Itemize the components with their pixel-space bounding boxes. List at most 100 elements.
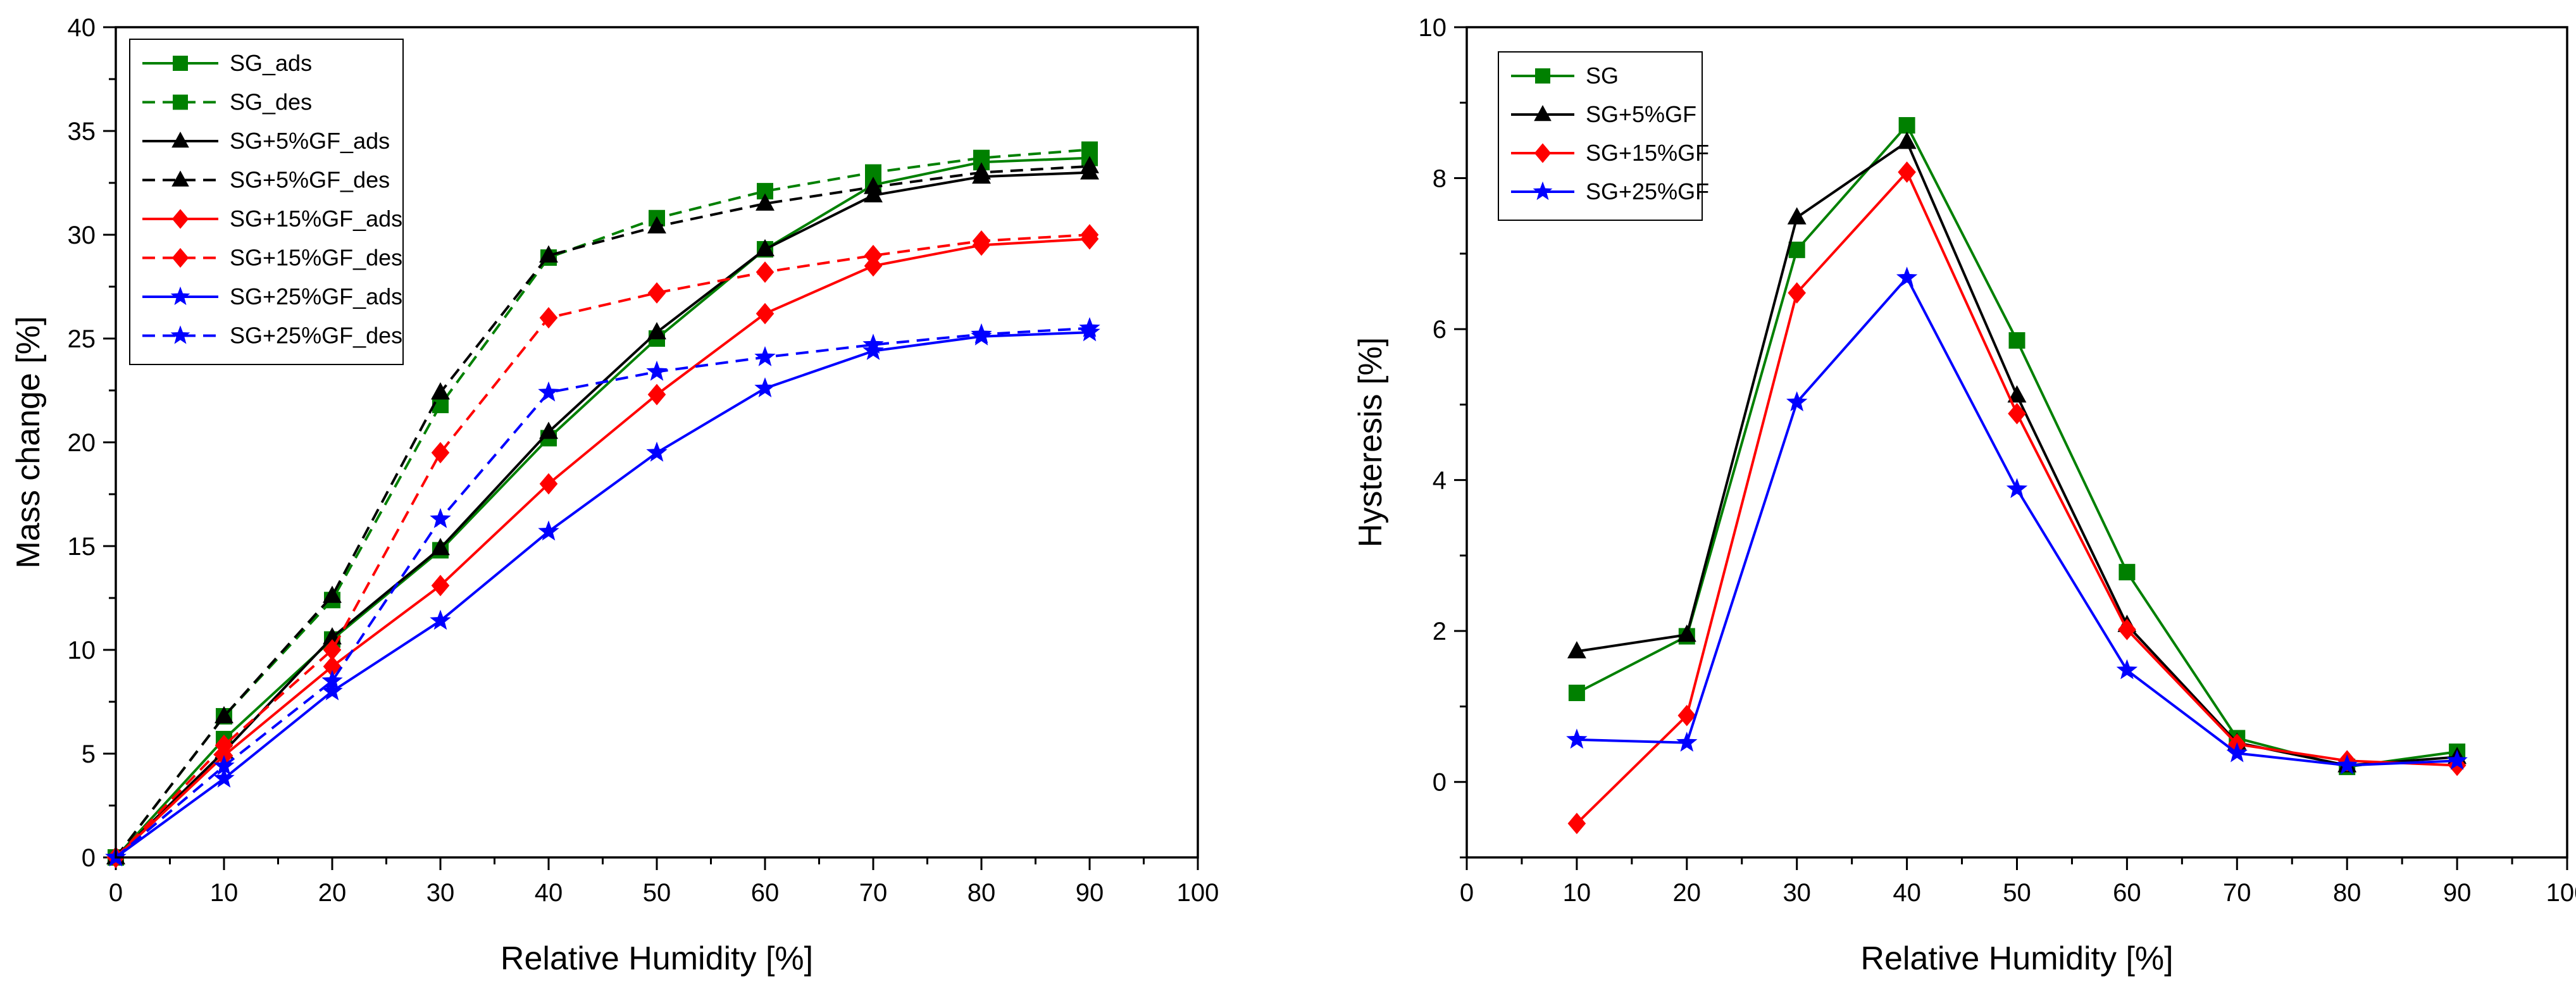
series-line — [115, 156, 1090, 859]
data-point — [538, 381, 559, 402]
legend-label: SG+25%GF — [1586, 178, 1709, 204]
legend-marker — [171, 209, 189, 229]
data-point — [1081, 141, 1098, 158]
plot-frame — [115, 26, 1199, 859]
y-tick-label: 35 — [68, 118, 96, 146]
x-tick-label: 40 — [535, 879, 563, 907]
x-tick-label: 30 — [426, 879, 455, 907]
x-tick-label: 80 — [2333, 879, 2361, 907]
data-point — [1896, 266, 1918, 287]
data-point — [646, 441, 668, 462]
y-tick-label: 25 — [68, 325, 96, 353]
data-point — [2008, 332, 2025, 349]
data-point — [323, 639, 342, 661]
data-point — [430, 609, 451, 630]
data-point — [2119, 564, 2136, 581]
data-point — [2336, 754, 2358, 775]
y-axis-label: Mass change [%] — [10, 316, 47, 569]
data-point — [321, 669, 343, 690]
data-point — [2008, 402, 2026, 425]
legend-label: SG+5%GF — [1586, 101, 1696, 127]
legend-label: SG_des — [230, 89, 312, 115]
y-tick-label: 6 — [1433, 316, 1447, 344]
legend: SG_ads SG_des SG+5%GF_ads SG+5%GF_des SG+15%… — [129, 39, 404, 365]
data-point — [1568, 684, 1585, 701]
data-point — [1788, 282, 1806, 304]
legend-marker — [1533, 181, 1553, 201]
data-point — [647, 383, 666, 406]
data-point — [1897, 132, 1917, 149]
data-point — [1080, 224, 1099, 246]
data-point — [430, 507, 451, 528]
legend-label: SG+15%GF_ads — [230, 206, 402, 232]
legend-marker — [171, 170, 189, 187]
data-point — [431, 575, 450, 597]
y-tick-label: 20 — [68, 429, 96, 457]
data-point — [2118, 618, 2136, 640]
y-tick-label: 10 — [1419, 14, 1447, 42]
data-point — [1566, 728, 1588, 749]
data-point — [539, 421, 558, 439]
data-point — [1788, 241, 1805, 258]
y-tick-label: 2 — [1433, 618, 1447, 645]
series-SG+25%GF — [1566, 266, 2468, 775]
data-point — [756, 239, 775, 257]
legend-marker — [171, 247, 189, 268]
data-point — [538, 520, 559, 541]
data-point — [321, 680, 343, 700]
series-SG+5%GF_des — [106, 156, 1099, 865]
data-point — [756, 193, 775, 211]
x-tick-label: 50 — [643, 879, 671, 907]
data-point — [2007, 385, 2027, 403]
series-line — [115, 233, 1090, 859]
x-axis-label: Relative Humidity [%] — [1860, 940, 2173, 977]
legend-marker — [1535, 68, 1550, 84]
data-point — [431, 442, 450, 464]
data-point — [431, 382, 450, 400]
data-point — [972, 230, 991, 252]
chart-panel-1: 0 10 20 30 40 50 60 70 80 90 100 0 5 10 15 20 25 30 35 40 Re… — [10, 14, 1219, 977]
data-point — [756, 261, 775, 283]
data-point — [1676, 731, 1698, 752]
legend-marker — [171, 132, 189, 148]
data-point — [756, 302, 775, 325]
x-tick-label: 20 — [318, 879, 347, 907]
y-axis-label: Hysteresis [%] — [1352, 337, 1389, 547]
data-point — [864, 244, 883, 266]
legend-marker — [173, 94, 188, 110]
data-point — [971, 323, 992, 344]
data-point — [864, 177, 883, 194]
x-tick-label: 10 — [1563, 879, 1591, 907]
x-tick-label: 30 — [1783, 879, 1811, 907]
x-tick-label: 90 — [2443, 879, 2472, 907]
x-tick-label: 70 — [859, 879, 888, 907]
x-tick-label: 90 — [1076, 879, 1104, 907]
x-tick-label: 0 — [109, 879, 123, 907]
legend-marker — [1534, 105, 1552, 121]
data-point — [647, 282, 666, 304]
y-tick-label: 0 — [82, 844, 96, 872]
data-point — [1786, 391, 1808, 411]
data-point — [1080, 156, 1099, 173]
x-axis-label: Relative Humidity [%] — [501, 940, 813, 977]
legend-label: SG_ads — [230, 50, 312, 76]
legend-label: SG — [1586, 63, 1619, 89]
data-point — [1567, 641, 1586, 659]
x-tick-label: 100 — [1177, 879, 1219, 907]
data-point — [213, 767, 235, 788]
data-point — [1898, 161, 1916, 183]
data-point — [1787, 207, 1807, 225]
legend: SG SG+5%GF SG+15%GF SG+25%GF — [1498, 51, 1709, 221]
data-point — [2006, 478, 2028, 499]
legend-label: SG+5%GF_ads — [230, 128, 390, 154]
legend-label: SG+15%GF — [1586, 140, 1709, 166]
data-point — [1079, 317, 1100, 337]
legend-label: SG+5%GF_des — [230, 167, 390, 193]
plot-frame — [1465, 26, 2568, 859]
x-tick-label: 60 — [2113, 879, 2141, 907]
y-tick-label: 8 — [1433, 165, 1447, 193]
data-point — [754, 346, 776, 366]
series-line — [115, 237, 1090, 859]
data-point — [2226, 742, 2248, 763]
data-point — [215, 734, 233, 756]
